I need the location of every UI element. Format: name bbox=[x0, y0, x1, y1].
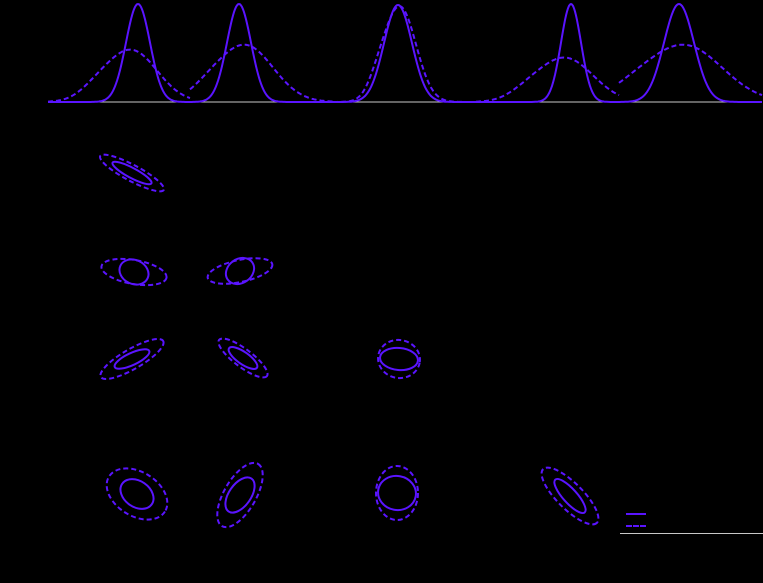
legend bbox=[620, 505, 763, 540]
dashed-contour bbox=[216, 461, 264, 529]
solid-contour bbox=[224, 256, 256, 286]
solid-contour bbox=[118, 258, 150, 286]
marginal-distributions bbox=[48, 2, 763, 103]
solid-contour bbox=[113, 348, 151, 370]
dashed-contour bbox=[377, 338, 421, 380]
contour-panel-r1-c0 bbox=[98, 153, 166, 193]
contour-panel-r4-c1 bbox=[216, 461, 264, 529]
joint-contours bbox=[98, 153, 600, 529]
solid-marginal-curve bbox=[190, 2, 333, 103]
dashed-contour bbox=[206, 257, 274, 285]
dashed-contour bbox=[98, 153, 166, 193]
contour-panel-r3-c2 bbox=[377, 338, 421, 380]
contour-panel-r3-c0 bbox=[99, 338, 165, 380]
solid-contour bbox=[111, 160, 153, 186]
dashed-contour bbox=[99, 338, 165, 380]
dashed-contour bbox=[540, 466, 600, 526]
dashed-marginal-curve bbox=[475, 56, 620, 103]
contour-panel-r4-c3 bbox=[540, 466, 600, 526]
marginal-panel-4 bbox=[475, 2, 620, 103]
marginal-panel-5 bbox=[618, 2, 763, 103]
marginal-panel-1 bbox=[48, 2, 191, 103]
marginal-panel-2 bbox=[189, 2, 334, 103]
contour-panel-r4-c0 bbox=[105, 467, 169, 521]
solid-contour bbox=[377, 474, 417, 512]
solid-contour bbox=[119, 478, 155, 510]
solid-marginal-curve bbox=[48, 2, 190, 103]
dashed-contour bbox=[105, 467, 169, 521]
solid-marginal-curve bbox=[619, 2, 762, 103]
dashed-marginal-curve bbox=[618, 43, 763, 97]
contour-panel-r3-c1 bbox=[217, 337, 269, 379]
solid-contour bbox=[553, 477, 587, 515]
dashed-contour bbox=[100, 257, 168, 287]
solid-contour bbox=[227, 346, 259, 370]
contour-panel-r2-c0 bbox=[100, 257, 168, 287]
solid-contour bbox=[379, 346, 419, 372]
solid-line-swatch bbox=[626, 513, 646, 515]
dashed-line-swatch bbox=[626, 525, 646, 527]
legend-baseline bbox=[620, 533, 763, 534]
legend-item-solid bbox=[626, 509, 746, 519]
contour-panel-r2-c1 bbox=[206, 256, 274, 286]
contour-panel-r4-c2 bbox=[375, 465, 419, 521]
dashed-marginal-curve bbox=[189, 43, 334, 103]
solid-marginal-curve bbox=[476, 2, 619, 103]
solid-contour bbox=[224, 476, 256, 514]
solid-marginal-curve bbox=[333, 3, 476, 103]
dashed-marginal-curve bbox=[48, 48, 191, 103]
dashed-contour bbox=[217, 337, 269, 379]
dashed-contour bbox=[375, 465, 419, 521]
legend-item-dashed bbox=[626, 521, 746, 531]
marginal-panel-3 bbox=[333, 3, 476, 103]
